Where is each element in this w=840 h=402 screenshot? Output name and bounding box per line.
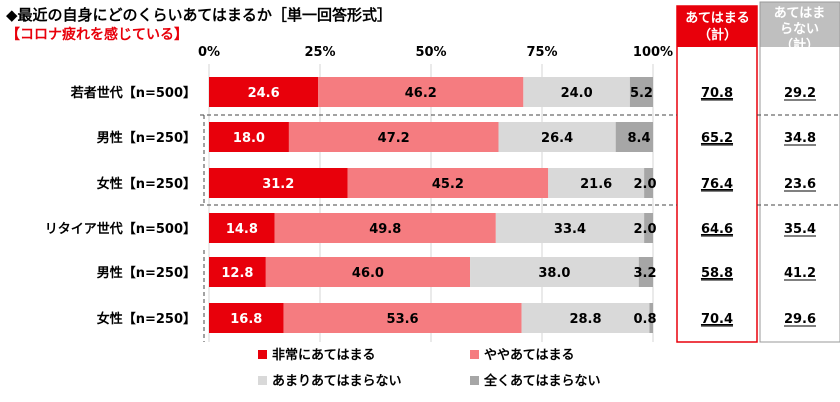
not-applies-header-line-3: （計） (779, 38, 819, 53)
bar-value-label: 47.2 (378, 131, 410, 146)
x-tick-label: 75% (526, 45, 557, 60)
applies-total-value: 70.4 (701, 312, 733, 327)
applies-total-value: 64.6 (701, 222, 733, 237)
chart-title: ◆最近の自身にどのくらいあてはまるか［単一回答形式］ (6, 6, 392, 24)
bar-value-label: 28.8 (569, 312, 601, 327)
bar-value-label: 16.8 (230, 312, 262, 327)
bar-segment (470, 257, 639, 287)
bar-value-label: 26.4 (541, 131, 573, 146)
not-applies-header-line-1: あてはま (773, 6, 826, 21)
applies-header-bg (677, 6, 757, 47)
not-applies-header-bg (760, 2, 840, 47)
x-tick-label: 25% (304, 45, 335, 60)
category-label: 女性【n=250】 (97, 311, 196, 327)
bar-segment (495, 213, 645, 243)
legend-swatch (258, 350, 267, 359)
bar-segment (649, 303, 653, 333)
applies-column-frame (676, 5, 758, 343)
applies-total-value: 70.8 (701, 86, 733, 101)
bar-value-label: 33.4 (554, 222, 586, 237)
category-label: 女性【n=250】 (97, 176, 196, 192)
bar-segment (209, 122, 289, 152)
legend-label: あまりあてはまらない (272, 374, 401, 389)
bar-value-label: 21.6 (580, 177, 612, 192)
not-applies-total-value: 29.2 (784, 86, 816, 101)
bar-segment (521, 303, 650, 333)
bar-segment (318, 77, 524, 107)
applies-total-header: あてはまる （計） (680, 10, 755, 44)
applies-header-line-1: あてはまる (685, 11, 750, 26)
category-label: 男性【n=250】 (97, 130, 196, 146)
not-applies-total-value: 23.6 (784, 177, 816, 192)
not-applies-total-value: 41.2 (784, 266, 816, 281)
bar-value-label: 12.8 (221, 266, 253, 281)
bar-segment (209, 213, 275, 243)
bar-segment (644, 168, 653, 198)
legend-label: ややあてはまる (484, 348, 574, 363)
applies-header-line-2: （計） (697, 28, 737, 43)
legend-swatch (470, 376, 479, 385)
bar-value-label: 18.0 (233, 131, 265, 146)
not-applies-total-value: 35.4 (784, 222, 816, 237)
bar-segment (523, 77, 630, 107)
bar-value-label: 0.8 (633, 312, 656, 327)
bar-value-label: 38.0 (538, 266, 570, 281)
bar-segment (209, 168, 348, 198)
category-label: 若者世代【n=500】 (70, 85, 196, 101)
applies-total-value: 65.2 (701, 131, 733, 146)
not-applies-total-value: 29.6 (784, 312, 816, 327)
bar-segment (615, 122, 653, 152)
bar-value-label: 24.6 (248, 86, 280, 101)
bar-segment (548, 168, 645, 198)
bar-value-label: 8.4 (627, 131, 650, 146)
bar-segment (265, 257, 471, 287)
bar-segment (274, 213, 496, 243)
applies-total-value: 76.4 (701, 177, 733, 192)
bar-value-label: 49.8 (369, 222, 401, 237)
bar-segment (283, 303, 522, 333)
bar-segment (644, 213, 653, 243)
bar-value-label: 45.2 (432, 177, 464, 192)
not-applies-total-header: あてはま らない （計） (762, 6, 837, 54)
category-label: 男性【n=250】 (97, 265, 196, 281)
chart-subtitle: 【コロナ疲れを感じている】 (6, 27, 188, 43)
legend-label: 全くあてはまらない (483, 373, 600, 389)
bar-value-label: 46.0 (352, 266, 384, 281)
not-applies-column-frame (759, 1, 840, 343)
applies-total-value: 58.8 (701, 266, 733, 281)
x-tick-label: 100% (633, 45, 673, 60)
bar-segment (288, 122, 499, 152)
bar-value-label: 53.6 (387, 312, 419, 327)
legend-label: 非常にあてはまる (272, 347, 375, 363)
bar-value-label: 46.2 (405, 86, 437, 101)
bar-value-label: 24.0 (561, 86, 593, 101)
bar-value-label: 5.2 (630, 86, 653, 101)
bar-value-label: 2.0 (633, 177, 656, 192)
bar-value-label: 3.2 (633, 266, 656, 281)
bar-value-label: 14.8 (226, 222, 258, 237)
not-applies-total-value: 34.8 (784, 131, 816, 146)
x-tick-label: 0% (198, 45, 220, 60)
bar-segment (498, 122, 616, 152)
bar-segment (209, 77, 319, 107)
bar-segment (629, 77, 653, 107)
bar-value-label: 2.0 (633, 222, 656, 237)
bar-segment (347, 168, 549, 198)
bar-segment (638, 257, 653, 287)
legend-swatch (470, 350, 479, 359)
x-tick-label: 50% (415, 45, 446, 60)
bar-segment (209, 257, 266, 287)
bar-value-label: 31.2 (262, 177, 294, 192)
not-applies-header-line-2: らない (779, 22, 819, 37)
category-label: リタイア世代【n=500】 (45, 221, 196, 237)
legend-swatch (258, 376, 267, 385)
bar-segment (209, 303, 284, 333)
